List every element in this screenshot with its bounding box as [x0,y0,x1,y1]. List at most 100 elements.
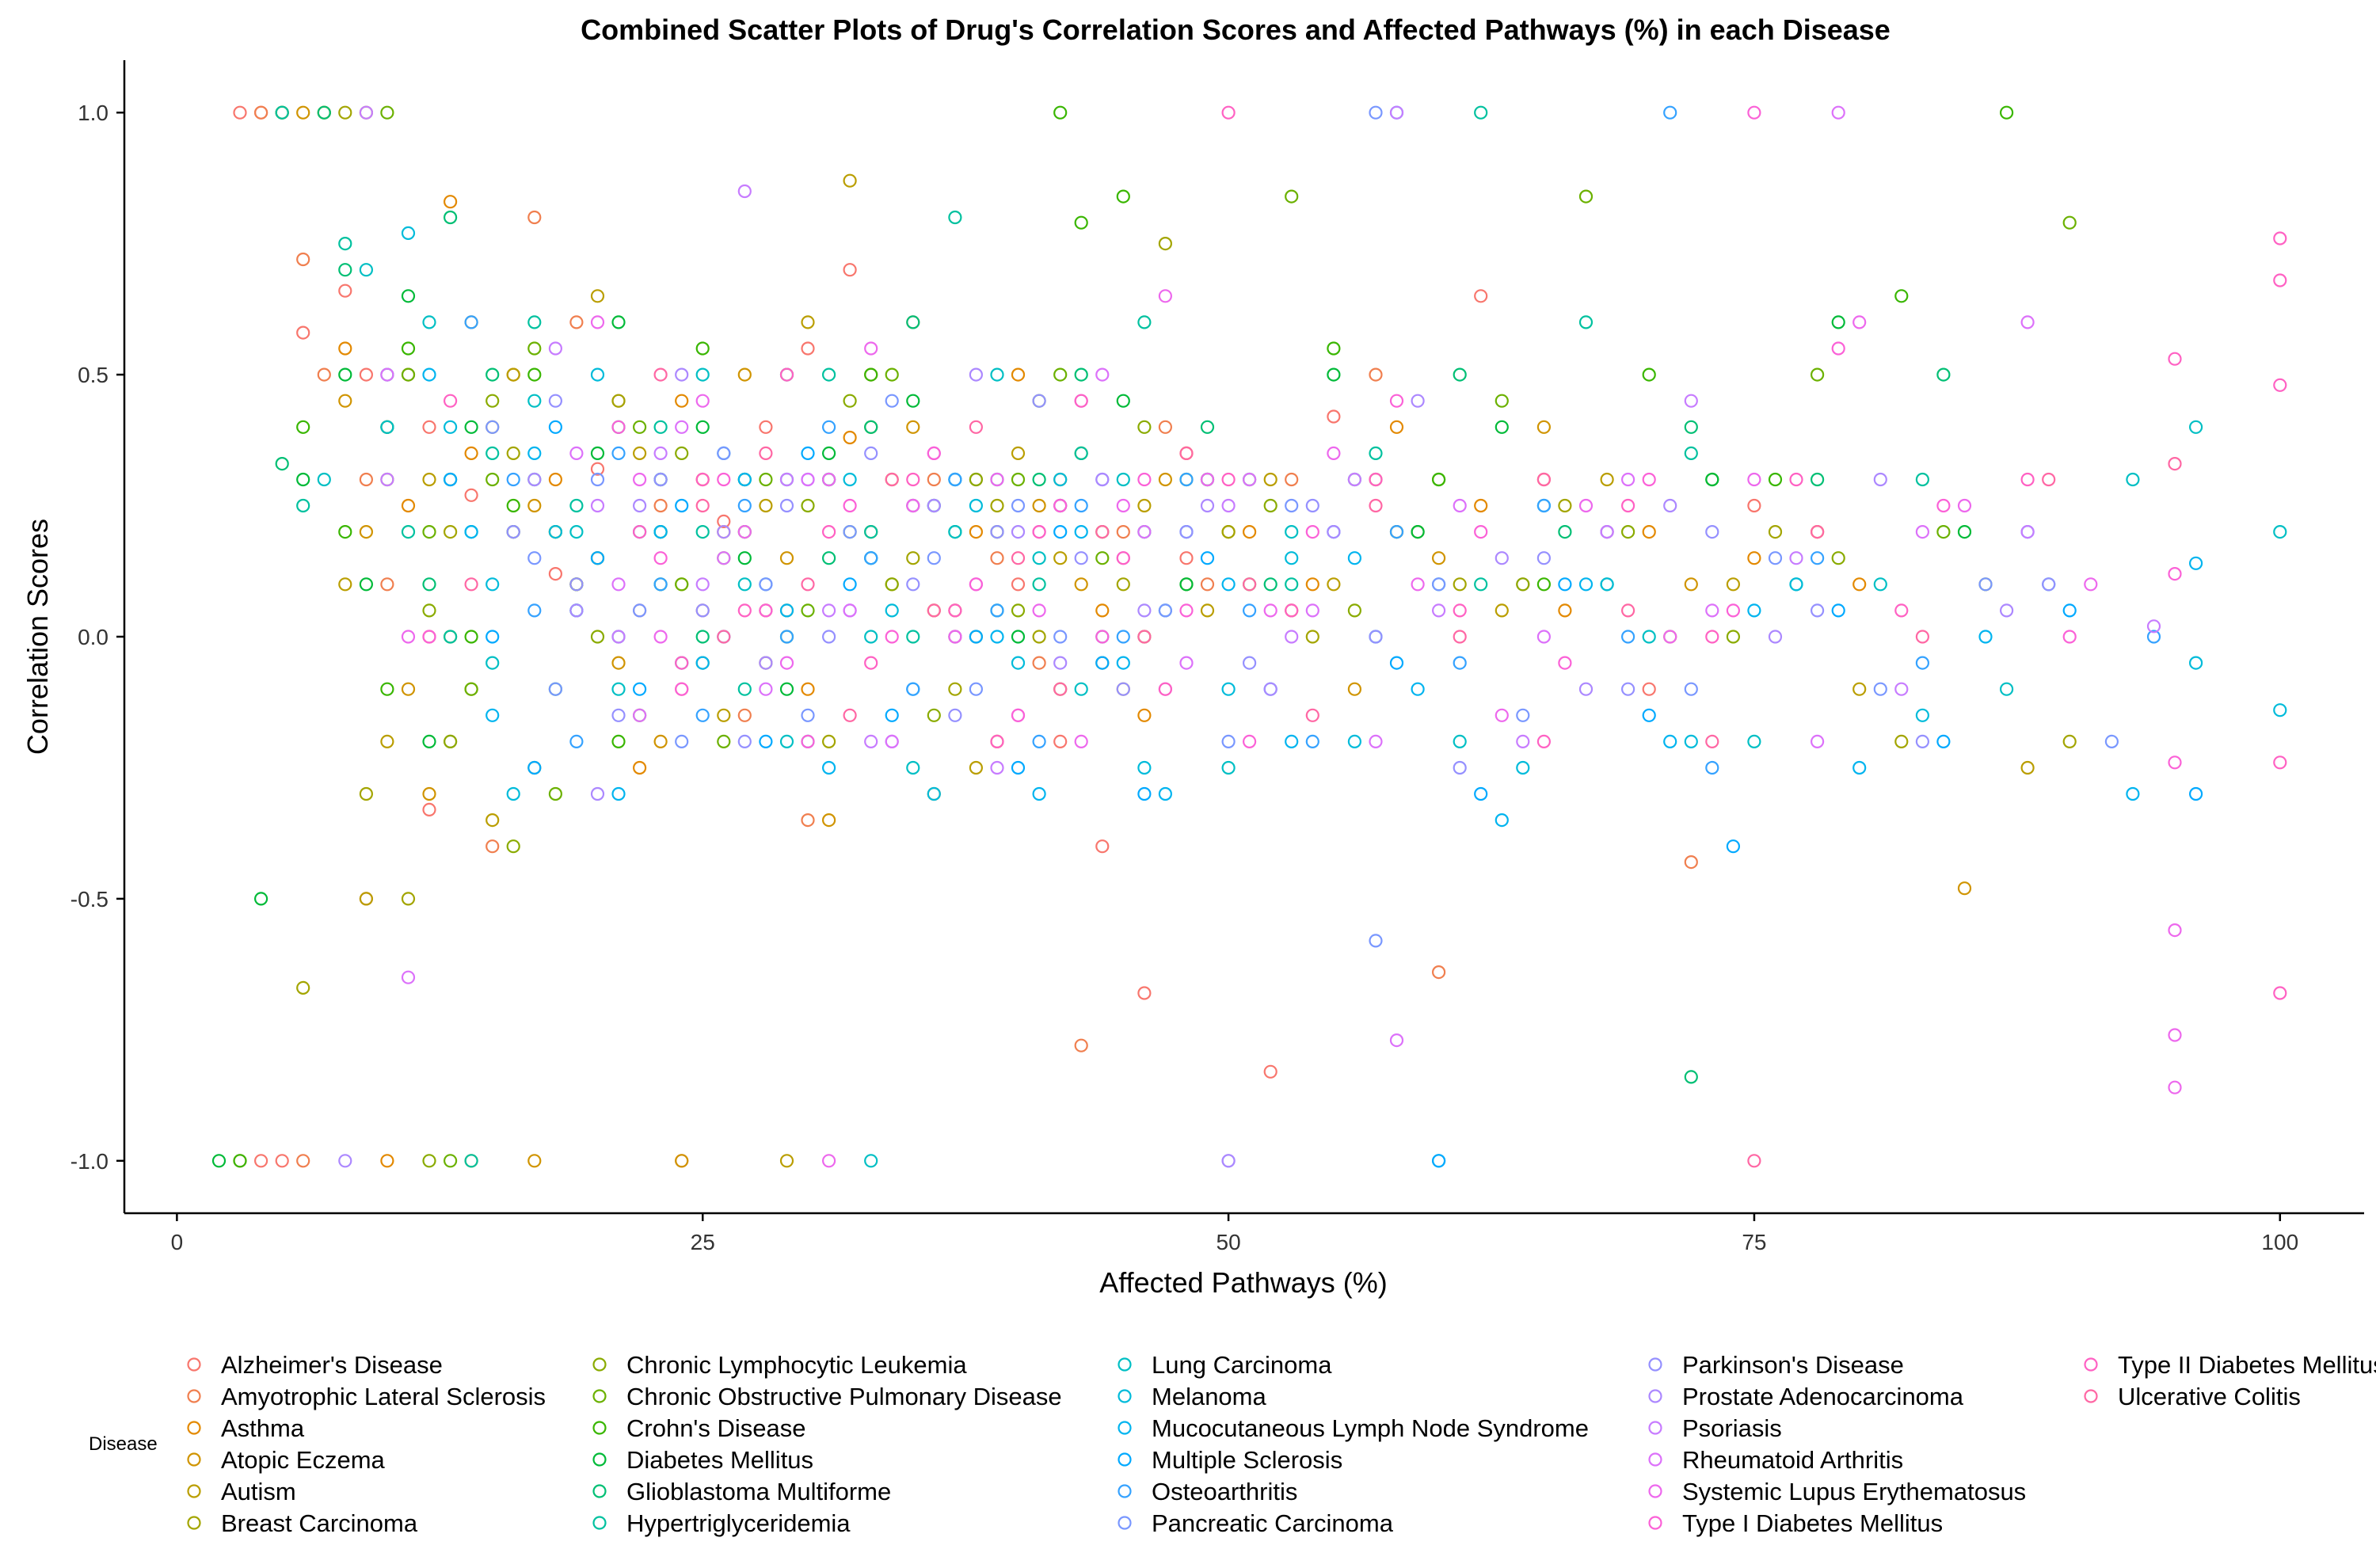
data-point [2104,734,2119,749]
data-point [1831,551,1845,565]
data-point [2168,456,2182,471]
data-point [1285,524,1299,539]
data-point [1705,630,1719,644]
data-point [527,760,542,775]
data-point [548,566,563,581]
data-point [1558,577,1572,592]
data-point [1032,472,1046,487]
data-point [527,498,542,513]
data-point [1347,603,1362,618]
data-point [1263,1064,1277,1079]
data-point [1053,472,1068,487]
data-point [548,420,563,434]
data-point [821,603,836,618]
legend-label: Systemic Lupus Erythematosus [1682,1478,2026,1505]
legend-key [592,1516,607,1530]
data-point [675,498,689,513]
data-point [906,551,920,565]
data-point [2168,923,2182,938]
data-point [717,708,731,722]
data-point [1095,630,1110,644]
data-point [422,734,436,749]
data-point [1095,524,1110,539]
data-point [590,551,605,565]
data-point [296,325,310,340]
data-point [969,367,984,382]
data-point [1305,630,1319,644]
legend-key [1648,1357,1662,1372]
data-point [1285,630,1299,644]
data-point [275,1154,289,1168]
data-point [1032,603,1046,618]
legend-label: Chronic Obstructive Pulmonary Disease [626,1383,1062,1410]
data-point [1327,524,1341,539]
data-point [590,630,605,644]
data-point [1285,189,1299,204]
data-point [1263,577,1277,592]
data-point [632,708,647,722]
data-point [1053,682,1068,696]
data-point [801,734,815,749]
data-point [821,446,836,461]
data-point [1389,420,1404,434]
data-point [359,472,373,487]
data-point [527,341,542,356]
data-point [1095,656,1110,670]
data-point [590,367,605,382]
data-point [1032,524,1046,539]
x-axis-ticks: 0 25 50 75 100 [171,1213,2298,1254]
data-point [885,630,899,644]
data-point [2062,215,2077,230]
data-point [1116,524,1130,539]
data-point [801,446,815,461]
data-point [1221,472,1236,487]
legend-label: Type I Diabetes Mellitus [1682,1509,1943,1537]
legend-key [1118,1484,1132,1498]
data-point [2273,524,2287,539]
data-point [1873,472,1887,487]
data-point [548,341,563,356]
data-point [801,708,815,722]
data-point [548,472,563,487]
data-point [548,682,563,696]
legend-key [1648,1389,1662,1403]
data-point [1536,420,1552,434]
legend-label: Prostate Adenocarcinoma [1682,1383,1964,1410]
data-point [695,394,710,408]
data-point [611,577,626,592]
data-point [464,577,478,592]
data-point [1369,934,1383,948]
data-point [1158,603,1173,618]
data-point [1305,577,1319,592]
data-point [1074,577,1088,592]
data-point [948,682,962,696]
data-point [632,760,647,775]
data-point [1663,498,1677,513]
legend-label: Breast Carcinoma [221,1509,418,1537]
data-point [569,524,584,539]
data-point [1285,577,1299,592]
x-axis-title: Affected Pathways (%) [1099,1266,1388,1299]
data-point [1894,289,1909,303]
legend-key [1118,1389,1132,1403]
data-point [296,498,310,513]
legend-key [187,1484,201,1498]
data-point [506,498,520,513]
data-point [1347,734,1362,749]
data-point [1137,472,1152,487]
data-point [611,682,626,696]
data-point [801,315,815,329]
data-point [864,734,878,749]
data-point [1369,367,1383,382]
data-point [611,630,626,644]
data-point [296,105,310,120]
data-point [1684,734,1698,749]
data-point [1158,682,1173,696]
data-point [675,1154,689,1168]
data-point [717,551,731,565]
data-point [1032,498,1046,513]
data-point [1495,813,1509,828]
data-point [1032,577,1046,592]
y-tick-label: 0.5 [78,363,109,387]
legend-label: Multiple Sclerosis [1152,1446,1342,1474]
